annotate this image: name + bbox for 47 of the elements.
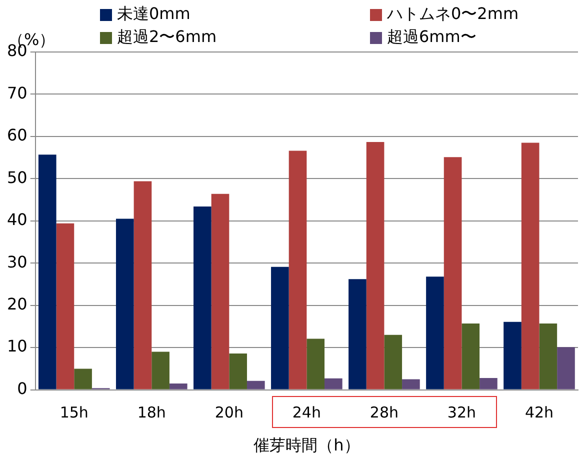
bar: [38, 154, 56, 390]
x-tick-label: 42h: [524, 404, 554, 422]
y-tick-label: 0: [17, 378, 28, 398]
legend-label: 未達0mm: [117, 4, 190, 25]
y-tick-label: 40: [7, 210, 28, 230]
bar: [504, 322, 522, 390]
x-axis-title: 催芽時間（h）: [254, 436, 360, 455]
bar: [539, 324, 558, 390]
x-tick-label: 18h: [137, 404, 166, 422]
y-tick-label: 10: [7, 336, 28, 356]
x-tick-label: 32h: [447, 404, 476, 422]
y-tick-label: 50: [7, 168, 28, 187]
bar: [366, 142, 384, 390]
y-tick-label: 30: [7, 252, 28, 272]
x-tick-label: 24h: [292, 404, 321, 422]
bar: [384, 334, 402, 390]
y-tick-label: 70: [7, 83, 28, 102]
bar: [348, 279, 366, 390]
x-tick-label: 28h: [370, 404, 398, 422]
legend-label: 超過6mm〜: [387, 27, 476, 48]
y-tick-label: 20: [7, 294, 28, 314]
bar: [324, 378, 342, 390]
bar: [444, 157, 462, 390]
bar: [229, 353, 247, 390]
legend-label: ハトムネ0〜2mm: [387, 4, 519, 25]
bar: [271, 266, 289, 390]
bar: [557, 347, 575, 390]
bar: [56, 223, 74, 390]
bar: [74, 368, 92, 390]
bar: [246, 380, 265, 390]
x-tick-label: 15h: [60, 404, 88, 422]
bar: [116, 218, 134, 390]
bar: [211, 194, 230, 390]
bar: [194, 206, 212, 390]
y-tick-label: 60: [7, 126, 28, 145]
bar: [402, 379, 420, 390]
bar: [521, 142, 540, 390]
legend-label: 超過2〜6mm: [117, 27, 217, 48]
bar: [169, 383, 188, 390]
x-tick-label: 20h: [214, 404, 244, 422]
bar: [462, 324, 480, 390]
bar: [134, 181, 152, 390]
bar: [152, 352, 170, 390]
bar: [288, 150, 307, 390]
bar: [426, 276, 444, 390]
bar: [306, 338, 325, 390]
bar: [480, 378, 498, 390]
